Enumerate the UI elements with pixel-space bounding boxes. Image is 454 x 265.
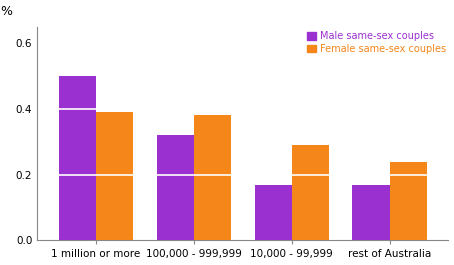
Bar	[255, 184, 292, 240]
Bar	[194, 116, 231, 240]
Bar	[96, 112, 133, 240]
Bar	[292, 145, 329, 240]
Bar	[352, 184, 390, 240]
Bar	[59, 76, 96, 240]
Bar	[157, 135, 194, 240]
Text: %: %	[0, 5, 12, 18]
Bar	[390, 161, 427, 240]
Legend: Male same-sex couples, Female same-sex couples: Male same-sex couples, Female same-sex c…	[305, 29, 448, 56]
